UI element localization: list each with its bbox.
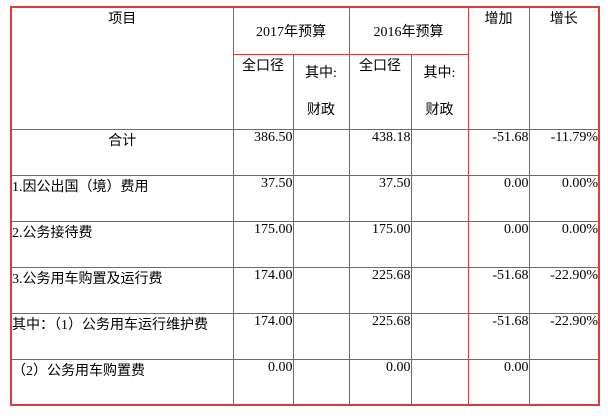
three-public-funds-table: 项目 2017年预算 2016年预算 增加 增长 全口径 其中: 财政 全口径 … bbox=[10, 6, 600, 406]
row-vehicle-operation-2017-full: 174.00 bbox=[232, 312, 294, 360]
table-row-total: 合计 386.50 438.18 -51.68 -11.79% bbox=[10, 128, 600, 176]
row-vehicle-operation-2016-fiscal bbox=[410, 312, 469, 360]
row-reception-label: 2.公务接待费 bbox=[10, 220, 234, 268]
table-row-vehicle-purchase: （2）公务用车购置费 0.00 0.00 0.00 bbox=[10, 358, 600, 406]
row-abroad-label: 1.因公出国（境）费用 bbox=[10, 174, 234, 222]
row-vehicle-total-2016-fiscal bbox=[410, 266, 469, 314]
row-vehicle-purchase-2017-full: 0.00 bbox=[232, 358, 294, 406]
row-total-2017-full: 386.50 bbox=[232, 128, 294, 176]
row-total-increase: -51.68 bbox=[467, 128, 530, 176]
row-vehicle-total-2016-full: 225.68 bbox=[348, 266, 412, 314]
row-total-2016-fiscal bbox=[410, 128, 469, 176]
row-abroad-2016-fiscal bbox=[410, 174, 469, 222]
header-2017-fiscal: 其中: 财政 bbox=[292, 53, 350, 130]
header-row-1: 项目 2017年预算 2016年预算 增加 增长 bbox=[10, 6, 600, 130]
row-abroad-2017-fiscal bbox=[292, 174, 350, 222]
row-vehicle-operation-increase: -51.68 bbox=[467, 312, 530, 360]
header-2017-fiscal-line1: 其中: bbox=[305, 65, 337, 81]
row-abroad-2016-full: 37.50 bbox=[348, 174, 412, 222]
row-vehicle-operation-2016-full: 225.68 bbox=[348, 312, 412, 360]
header-2016-budget: 2016年预算 bbox=[348, 6, 469, 55]
header-2016-full-caliber: 全口径 bbox=[348, 53, 412, 130]
header-2016-fiscal-line1: 其中: bbox=[423, 65, 456, 81]
row-abroad-increase: 0.00 bbox=[467, 174, 530, 222]
row-vehicle-purchase-label: （2）公务用车购置费 bbox=[10, 358, 234, 406]
header-increase: 增加 bbox=[467, 6, 530, 130]
header-2016-fiscal: 其中: 财政 bbox=[410, 53, 469, 130]
row-reception-2017-full: 175.00 bbox=[232, 220, 294, 268]
budget-table-sheet: 项目 2017年预算 2016年预算 增加 增长 全口径 其中: 财政 全口径 … bbox=[10, 6, 600, 406]
header-item: 项目 bbox=[10, 6, 234, 130]
row-vehicle-total-growth: -22.90% bbox=[528, 266, 600, 314]
header-growth: 增长 bbox=[528, 6, 600, 130]
row-vehicle-purchase-2016-fiscal bbox=[410, 358, 469, 406]
row-total-2017-fiscal bbox=[292, 128, 350, 176]
row-vehicle-operation-2017-fiscal bbox=[292, 312, 350, 360]
row-abroad-2017-full: 37.50 bbox=[232, 174, 294, 222]
row-reception-2016-full: 175.00 bbox=[348, 220, 412, 268]
row-reception-2016-fiscal bbox=[410, 220, 469, 268]
table-row-vehicle-operation: 其中：（1）公务用车运行维护费 174.00 225.68 -51.68 -22… bbox=[10, 312, 600, 360]
row-total-growth: -11.79% bbox=[528, 128, 600, 176]
row-vehicle-purchase-growth bbox=[528, 358, 600, 406]
row-vehicle-purchase-increase: 0.00 bbox=[467, 358, 530, 406]
row-vehicle-total-2017-fiscal bbox=[292, 266, 350, 314]
row-vehicle-total-increase: -51.68 bbox=[467, 266, 530, 314]
row-reception-2017-fiscal bbox=[292, 220, 350, 268]
header-row-2: 全口径 其中: 财政 全口径 其中: 财政 bbox=[11, 53, 599, 130]
header-2017-budget: 2017年预算 bbox=[232, 6, 350, 55]
row-abroad-growth: 0.00% bbox=[528, 174, 600, 222]
table-row-abroad: 1.因公出国（境）费用 37.50 37.50 0.00 0.00% bbox=[10, 174, 600, 222]
row-vehicle-purchase-2016-full: 0.00 bbox=[348, 358, 412, 406]
row-vehicle-operation-label: 其中：（1）公务用车运行维护费 bbox=[10, 312, 234, 360]
header-2017-fiscal-line2: 财政 bbox=[307, 102, 335, 118]
header-2016-fiscal-line2: 财政 bbox=[425, 102, 454, 118]
row-reception-growth: 0.00% bbox=[528, 220, 600, 268]
table-row-vehicle-total: 3.公务用车购置及运行费 174.00 225.68 -51.68 -22.90… bbox=[10, 266, 600, 314]
row-total-label: 合计 bbox=[10, 128, 234, 176]
header-2017-full-caliber: 全口径 bbox=[232, 53, 294, 130]
row-vehicle-operation-growth: -22.90% bbox=[528, 312, 600, 360]
row-vehicle-purchase-2017-fiscal bbox=[292, 358, 350, 406]
row-reception-increase: 0.00 bbox=[467, 220, 530, 268]
row-total-2016-full: 438.18 bbox=[348, 128, 412, 176]
row-vehicle-total-label: 3.公务用车购置及运行费 bbox=[10, 266, 234, 314]
row-vehicle-total-2017-full: 174.00 bbox=[232, 266, 294, 314]
table-row-reception: 2.公务接待费 175.00 175.00 0.00 0.00% bbox=[10, 220, 600, 268]
